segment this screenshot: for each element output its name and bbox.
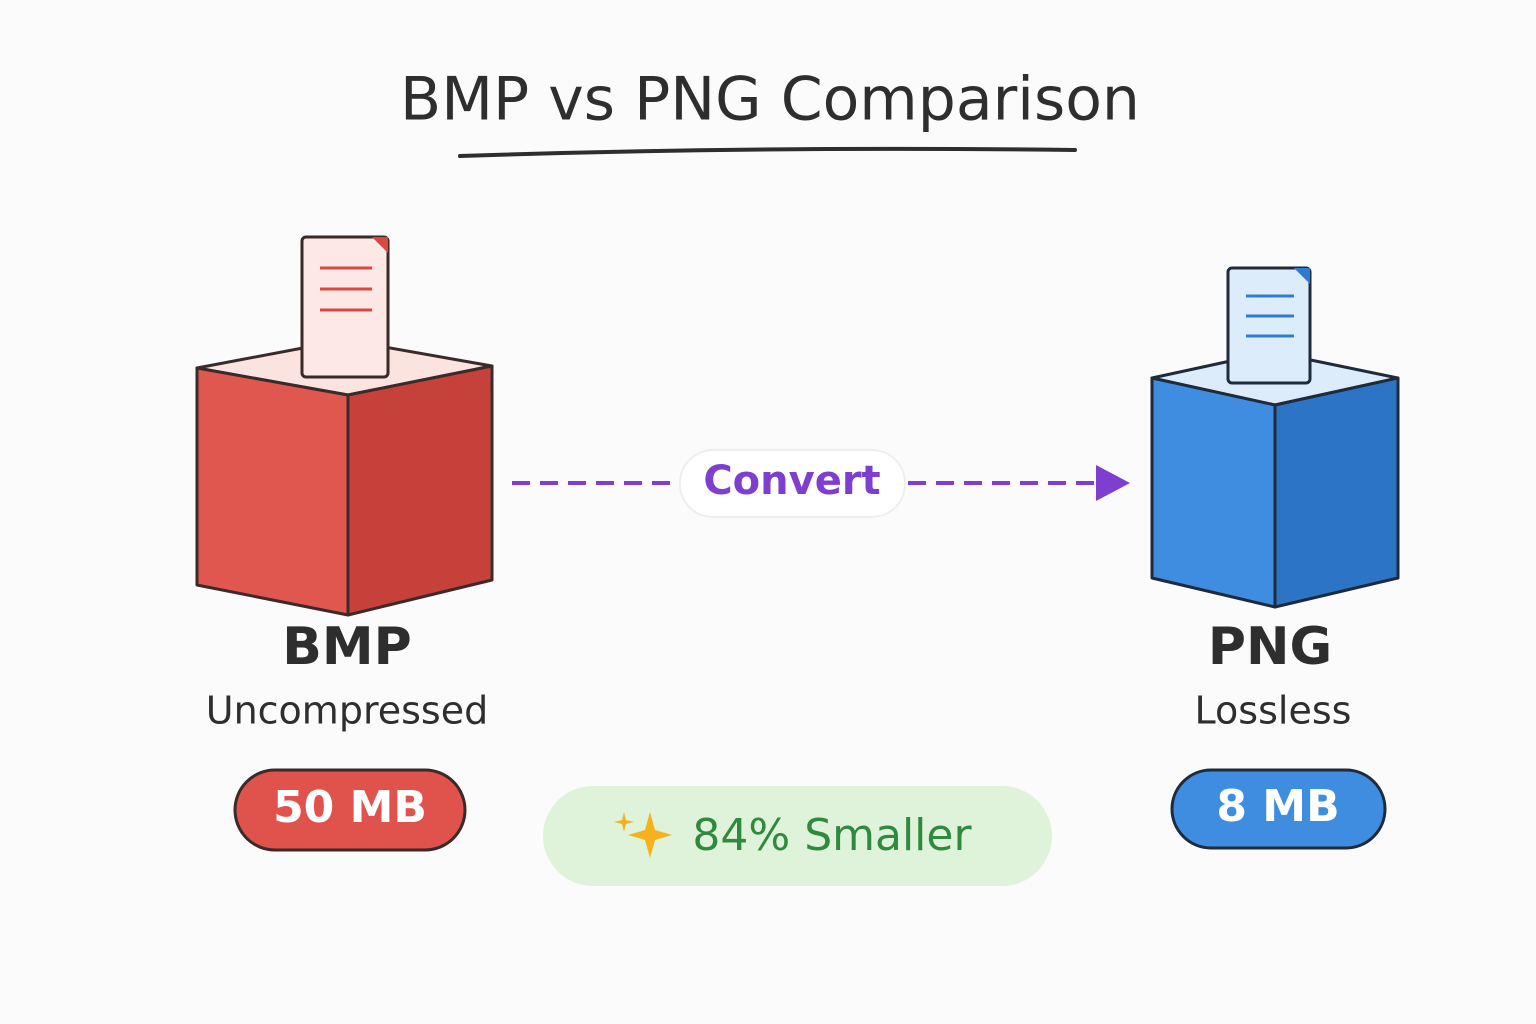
format-name: BMP	[282, 617, 412, 677]
cube-front	[195, 366, 350, 617]
result-label: 84% Smaller	[692, 810, 972, 861]
arrow-label-pill	[679, 449, 906, 518]
size-pill	[233, 768, 467, 852]
size-label: 50 MB	[273, 782, 427, 833]
size-label: 8 MB	[1216, 781, 1339, 832]
format-description: Lossless	[1195, 689, 1352, 733]
cube-side	[1273, 376, 1400, 609]
arrow-label: Convert	[703, 458, 880, 504]
bmp-cube	[195, 235, 494, 617]
document	[300, 235, 390, 379]
format-description: Uncompressed	[206, 689, 488, 733]
title: BMP vs PNG Comparison	[400, 65, 1140, 135]
size-pill	[1170, 768, 1387, 850]
document	[1226, 266, 1312, 385]
cube-front	[1150, 376, 1277, 609]
png-cube	[1150, 266, 1400, 609]
title-underline	[458, 146, 1077, 158]
format-name: PNG	[1208, 617, 1332, 677]
document-corner	[372, 237, 388, 253]
result-badge	[543, 786, 1052, 886]
cube-side	[346, 364, 494, 617]
sparkle-icon	[614, 812, 634, 832]
arrow-head	[1096, 465, 1130, 501]
sparkle-icon	[628, 812, 672, 858]
document-corner	[1294, 268, 1310, 284]
